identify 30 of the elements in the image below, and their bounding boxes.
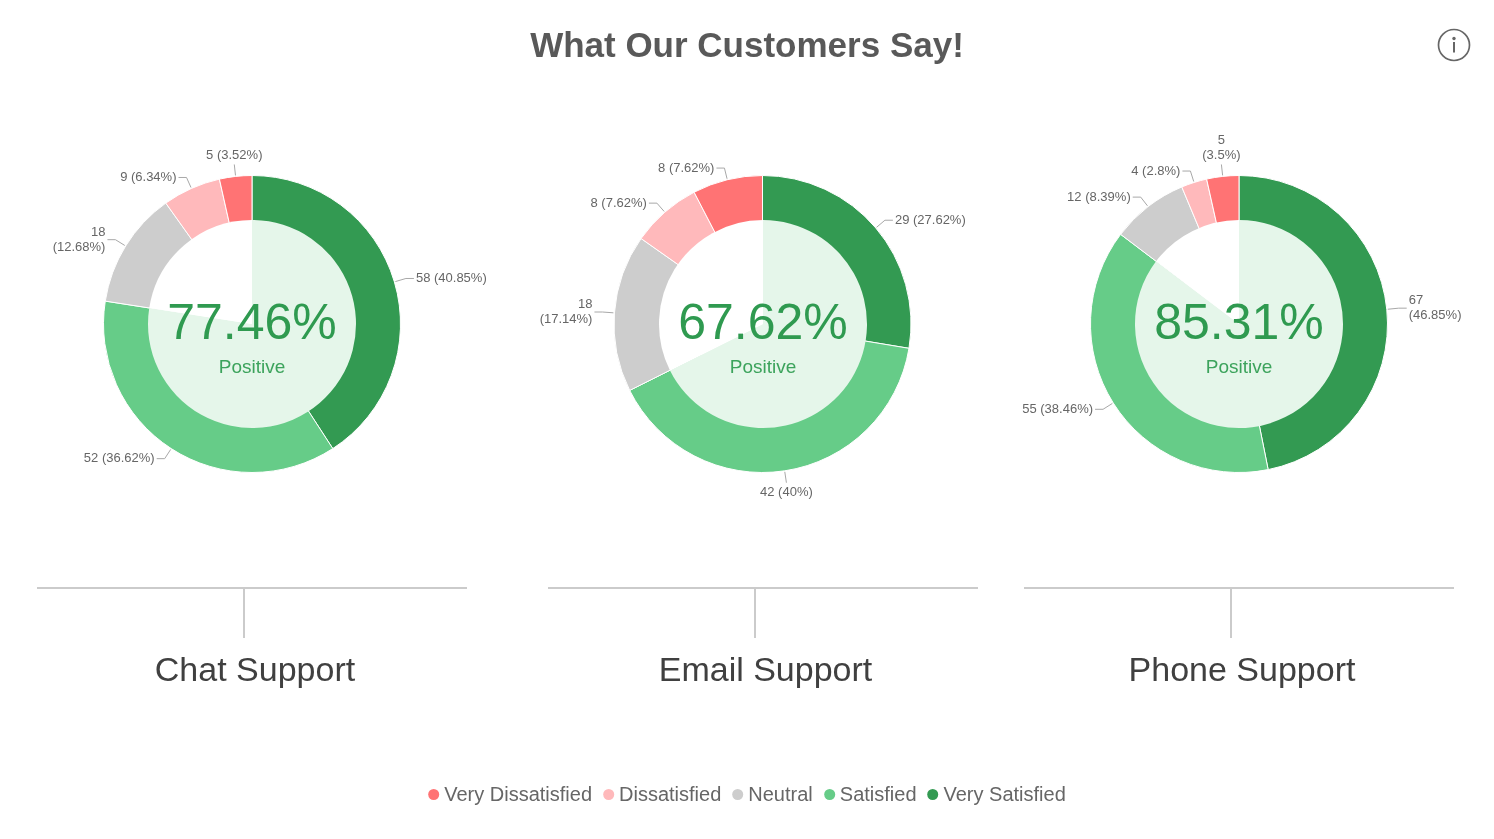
slice-label: Positive	[218, 356, 286, 378]
data-label: 4 (2.8%)	[1131, 162, 1181, 178]
legend-label: Very Dissatisfied	[444, 782, 593, 806]
data-label: 52 (36.62%)	[83, 450, 155, 466]
data-label: 9 (6.34%)	[120, 169, 177, 185]
data-label: 18 (12.68%)	[52, 223, 106, 254]
data-label: 8 (7.62%)	[658, 159, 715, 175]
slice-label: Positive	[729, 356, 796, 378]
slice-label: Positive	[1205, 356, 1273, 378]
data-label: 8 (7.62%)	[590, 194, 647, 210]
data-label: 5 (3.52%)	[206, 146, 263, 162]
legend-label: Dissatisfied	[619, 782, 722, 806]
data-label: 85.31%	[1154, 293, 1324, 350]
legend-label: Very Satisfied	[943, 782, 1066, 806]
data-label: 42 (40%)	[760, 483, 813, 499]
legend-label: Satisfied	[839, 782, 917, 806]
text: Phone Support	[1128, 650, 1356, 689]
data-label: 77.46%	[167, 293, 337, 350]
data-label: 55 (38.46%)	[1022, 400, 1094, 416]
data-label: 12 (8.39%)	[1067, 188, 1131, 204]
data-label: 29 (27.62%)	[894, 211, 966, 227]
data-label: 58 (40.85%)	[415, 270, 487, 286]
data-label: 5 (3.5%)	[1202, 131, 1241, 162]
data-label: 67.62%	[677, 293, 848, 350]
data-label: 18 (17.14%)	[539, 296, 593, 327]
text: Email Support	[658, 650, 873, 689]
data-label: 67 (46.85%)	[1408, 292, 1462, 323]
legend-label: Neutral	[748, 782, 813, 806]
text: What Our Customers Say!	[530, 25, 964, 64]
text: Chat Support	[154, 650, 356, 689]
